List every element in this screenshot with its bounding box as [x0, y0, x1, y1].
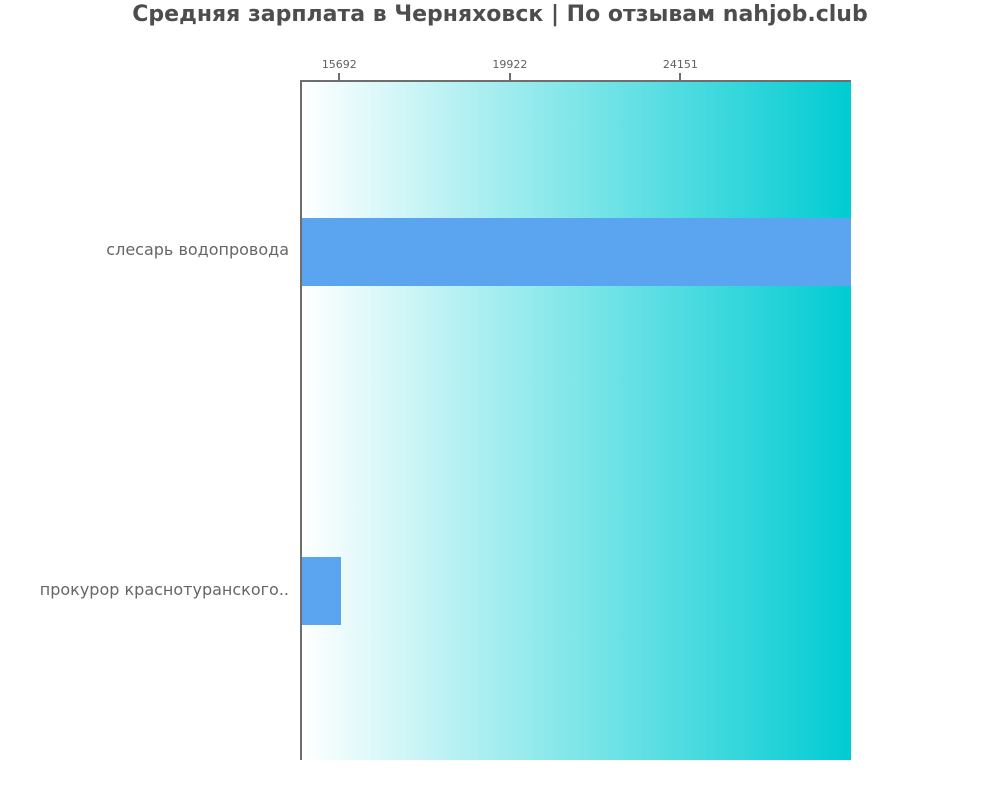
y-axis-label: прокурор краснотуранского.. — [39, 580, 289, 599]
x-tick-mark — [679, 73, 682, 80]
chart-bar — [302, 556, 342, 625]
bar-row — [302, 82, 851, 421]
y-axis-label: слесарь водопровода — [106, 240, 289, 259]
x-tick-mark — [508, 73, 511, 80]
x-tick-label: 24151 — [662, 58, 698, 71]
x-tick-label: 19922 — [492, 58, 528, 71]
bar-row — [302, 421, 851, 760]
chart-bar — [302, 217, 851, 286]
x-tick-mark — [338, 73, 341, 80]
x-tick-label: 15692 — [321, 58, 357, 71]
chart-title: Средняя зарплата в Черняховск | По отзыв… — [132, 2, 868, 27]
plot-area — [300, 80, 851, 760]
